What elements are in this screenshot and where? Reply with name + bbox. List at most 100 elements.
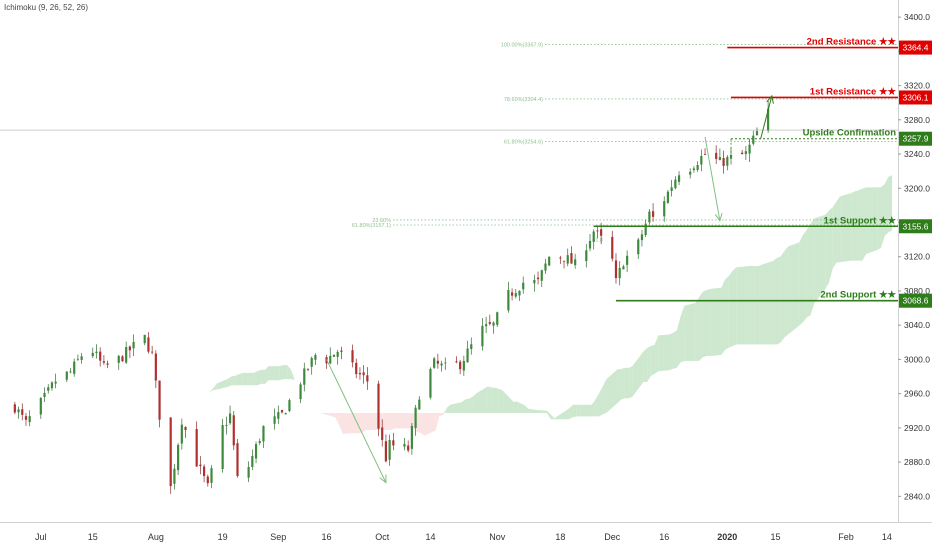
candle-body (254, 444, 258, 459)
candle-up (221, 418, 224, 473)
cloud-segment (673, 330, 677, 369)
candle-up (585, 243, 588, 268)
candle-body (588, 240, 592, 249)
candle-body (692, 168, 696, 171)
candle-body (314, 355, 317, 360)
candle-body (184, 427, 187, 431)
cloud-segment (242, 372, 254, 386)
price-tag-label: 3364.4 (903, 43, 929, 53)
candle-up (644, 219, 647, 238)
cloud-segment (591, 400, 596, 417)
cloud-segment (368, 413, 373, 430)
x-tick-label: 2020 (717, 532, 737, 542)
candle-body (358, 372, 362, 375)
candle-body (273, 416, 276, 424)
candle-up (444, 357, 447, 370)
candle-body (514, 293, 517, 297)
candle-up (640, 229, 644, 247)
candle-down (169, 417, 172, 494)
cloud-segment (264, 366, 269, 384)
cloud-segment (502, 390, 514, 414)
x-tick-label: Oct (375, 532, 390, 542)
x-tick-label: 16 (322, 532, 332, 542)
candle-down (536, 271, 540, 285)
cloud-segment (212, 383, 217, 391)
candle-body (767, 108, 770, 131)
candle-down (195, 421, 198, 467)
candle-body (729, 154, 733, 159)
candle-down (377, 380, 380, 437)
x-tick-label: 14 (882, 532, 892, 542)
candle-body (221, 425, 224, 470)
candle-body (151, 351, 154, 353)
candle-up (440, 360, 443, 372)
cloud-segment (702, 290, 707, 358)
candle-down (366, 367, 369, 390)
fib-label: 100.00%(3367.9) (501, 43, 543, 49)
candle-up (254, 441, 258, 464)
candle-body (132, 341, 135, 349)
cloud-segment (814, 214, 826, 304)
candle-body (99, 351, 102, 361)
x-tick-label: Feb (838, 532, 854, 542)
cloud-segment (832, 201, 837, 269)
candle-body (206, 476, 209, 484)
arrow-head (379, 474, 387, 484)
candle-up (143, 334, 146, 346)
candle-body (462, 360, 465, 371)
candle-up (403, 438, 406, 451)
candle-body (715, 152, 718, 159)
y-tick-label: 3120.0 (904, 252, 930, 262)
cloud-segment (175, 406, 180, 412)
candle-down (407, 440, 410, 453)
y-tick-label: 3000.0 (904, 354, 930, 364)
candle-body (73, 361, 76, 374)
x-tick-label: 18 (555, 532, 565, 542)
candle-body (614, 260, 618, 279)
candle-up (177, 443, 180, 475)
y-tick-label: 3320.0 (904, 81, 930, 91)
cloud-segment (424, 413, 436, 436)
arrow (326, 359, 387, 484)
cloud-segment (554, 410, 566, 420)
cloud-segment (205, 392, 210, 398)
candle-up (47, 384, 50, 394)
cloud-segment (658, 334, 670, 372)
cloud-segment (409, 413, 414, 429)
cloud-segment (394, 413, 399, 429)
cloud-segment (706, 288, 711, 357)
candle-down (280, 409, 284, 414)
candle-body (202, 466, 206, 477)
price-tag (899, 131, 932, 146)
candle-body (173, 468, 176, 484)
cloud-segment (487, 386, 492, 414)
candle-body (433, 358, 436, 368)
candle-up (69, 367, 72, 374)
arrow (704, 136, 723, 222)
candle-down (24, 412, 28, 426)
candle-body (228, 413, 232, 424)
candle-body (39, 397, 42, 415)
level-label: Upside Confirmation (803, 128, 897, 139)
candle-body (147, 337, 150, 352)
candle-body (392, 440, 395, 446)
candle-body (381, 427, 384, 440)
candle-up (752, 130, 755, 146)
cloud-segment (320, 413, 332, 417)
candle-body (507, 289, 510, 311)
candle-body (336, 351, 339, 357)
cloud-segment (528, 408, 540, 414)
cloud-segment (201, 397, 206, 399)
fib-label: 61.80%(3254.6) (504, 140, 543, 146)
cloud-segment (491, 387, 496, 414)
candle-up (54, 373, 57, 389)
candle-up (332, 354, 336, 357)
cloud-segment (810, 218, 815, 316)
cloud-segment (762, 260, 774, 345)
candle-body (455, 361, 458, 363)
cloud-segment (736, 266, 748, 345)
price-tag (899, 219, 932, 234)
candle-body (626, 255, 629, 265)
